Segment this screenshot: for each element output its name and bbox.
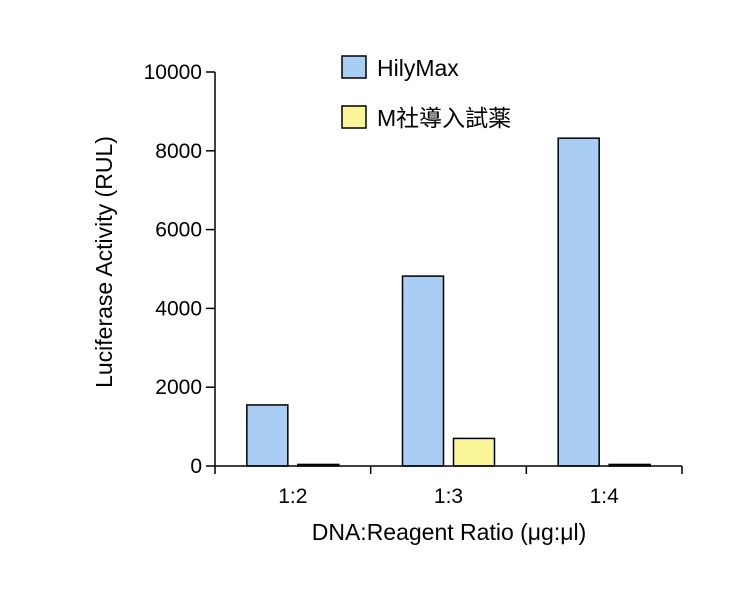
legend-label-hilymax: HilyMax <box>377 55 459 81</box>
legend-swatch-hilymax <box>341 55 367 79</box>
bar-series-0-1-4 <box>557 137 600 467</box>
y-axis-title: Luciferase Activity (RUL) <box>91 136 117 388</box>
y-tick-label: 2000 <box>155 376 202 399</box>
y-tick-label: 10000 <box>144 61 202 84</box>
legend-swatch-m-reagent <box>341 105 367 129</box>
y-axis-ticks: 0 2000 4000 6000 8000 10000 <box>144 61 215 478</box>
bar-series-0-1-3 <box>401 275 445 467</box>
x-axis-ticks: 1:2 1:3 1:4 <box>214 466 683 508</box>
y-tick-label: 6000 <box>155 219 202 242</box>
plot-area <box>246 137 651 467</box>
x-tick-label: 1:3 <box>434 485 463 508</box>
x-tick-label: 1:4 <box>590 485 620 508</box>
y-tick-label: 0 <box>190 455 202 478</box>
y-tick-label: 4000 <box>155 297 202 320</box>
legend-label-m-reagent: M社導入試薬 <box>377 105 511 131</box>
legend: HilyMax M社導入試薬 <box>341 55 511 131</box>
bar-series-1-1-3 <box>452 437 496 467</box>
bar-series-0-1-2 <box>246 404 289 467</box>
x-axis-title: DNA:Reagent Ratio (μg:μl) <box>312 519 587 545</box>
y-tick-label: 8000 <box>155 140 202 163</box>
x-tick-label: 1:2 <box>278 485 307 508</box>
